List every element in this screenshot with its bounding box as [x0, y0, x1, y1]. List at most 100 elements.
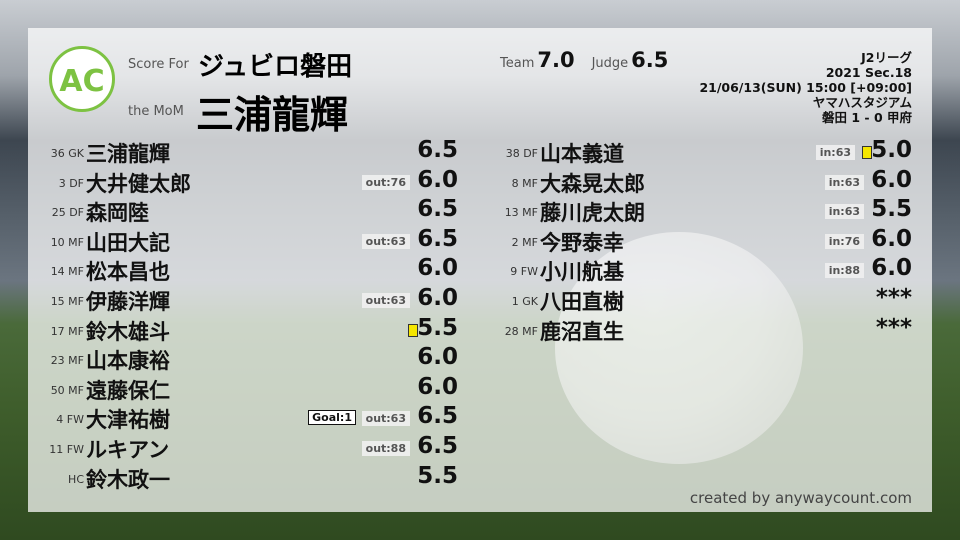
player-name: 八田直樹	[540, 290, 624, 314]
mom-label: the MoM	[128, 104, 184, 119]
score-panel	[28, 28, 932, 512]
mom-player: 三浦龍輝	[196, 93, 349, 137]
player-name: 大森晃太郎	[540, 171, 645, 196]
player-position: 50 MF	[50, 383, 84, 397]
player-name: 鈴木雄斗	[86, 319, 170, 344]
player-score: 6.0	[871, 255, 912, 282]
player-row: 9 FW 小川航基 6.0 in:88	[482, 255, 912, 285]
player-name: 大津祐樹	[86, 408, 170, 433]
team-score: 7.0	[537, 48, 575, 72]
player-score: 6.0	[417, 344, 458, 371]
season: 2021 Sec.18	[825, 65, 912, 80]
player-score: 6.5	[417, 225, 458, 252]
player-score: 6.5	[417, 137, 458, 163]
player-position: 8 MF	[511, 176, 538, 190]
player-position: 9 FW	[510, 265, 538, 279]
player-position: 4 FW	[56, 413, 84, 427]
player-score: 6.0	[871, 166, 912, 193]
substitution-badge: out:76	[361, 174, 410, 190]
team-score-label: Team	[500, 56, 535, 71]
player-row: 2 MF 今野泰幸 6.0 in:76	[482, 225, 912, 256]
player-score: 6.5	[417, 433, 458, 459]
player-name: 鹿沼直生	[540, 319, 624, 344]
substitution-badge: out:63	[361, 293, 410, 308]
player-name: 鈴木政一	[86, 467, 170, 492]
player-position: 23 MF	[50, 354, 84, 368]
goal-badge: Goal:1	[308, 410, 356, 426]
judge-score: 6.5	[631, 48, 669, 72]
player-score: 6.0	[871, 225, 912, 252]
substitution-badge: out:63	[361, 233, 410, 249]
player-row: 23 MF 山本康裕 6.0	[28, 344, 458, 374]
player-score: 6.0	[417, 373, 458, 400]
player-score: 6.0	[417, 166, 458, 193]
team-name: ジュビロ磐田	[198, 52, 353, 82]
player-score: 6.5	[417, 403, 458, 430]
player-row: 50 MF 遠藤保仁 6.0	[28, 373, 458, 404]
player-name: 山本康裕	[86, 349, 170, 374]
player-position: 11 FW	[49, 443, 84, 456]
stadium: ヤマハスタジアム	[812, 95, 912, 110]
player-row: 38 DF 山本義道 5.0 in:63	[482, 137, 912, 167]
substitution-badge: in:63	[815, 145, 855, 160]
player-name: 山本義道	[540, 142, 624, 166]
player-row: 13 MF 藤川虎太朗 5.5 in:63	[482, 196, 912, 226]
score-for-label: Score For	[128, 57, 189, 72]
match-datetime: 21/06/13(SUN) 15:00 [+09:00]	[699, 80, 912, 95]
credit: created by anywaycount.com	[689, 489, 912, 507]
player-name: 大井健太郎	[86, 171, 191, 196]
player-name: ルキアン	[86, 438, 170, 462]
substitution-badge: in:63	[824, 204, 864, 220]
player-row: 1 GK 八田直樹 ***	[482, 285, 912, 315]
player-score: 6.0	[417, 285, 458, 311]
player-score: 5.0	[871, 137, 912, 163]
player-position: 28 MF	[504, 324, 538, 338]
player-position: 13 MF	[504, 206, 538, 220]
player-row: 11 FW ルキアン 6.5 out:88	[28, 433, 458, 463]
substitution-badge: out:63	[361, 411, 410, 427]
player-name: 伊藤洋輝	[86, 290, 170, 314]
player-score: 5.5	[417, 314, 458, 341]
player-row: 3 DF 大井健太郎 6.0 out:76	[28, 166, 458, 197]
player-score: 5.5	[417, 462, 458, 489]
player-position: 14 MF	[50, 265, 84, 279]
player-score: ***	[875, 314, 912, 341]
player-row: 15 MF 伊藤洋輝 6.0 out:63	[28, 285, 458, 315]
yellow-card-icon	[408, 323, 418, 337]
player-name: 遠藤保仁	[86, 378, 170, 403]
player-name: 今野泰幸	[540, 230, 624, 255]
player-name: 藤川虎太朗	[540, 201, 645, 226]
player-position: 25 DF	[51, 206, 84, 220]
player-position: 17 MF	[50, 324, 84, 338]
player-row: 4 FW 大津祐樹 6.5 out:63 Goal:1	[28, 403, 458, 433]
substitution-badge: in:63	[824, 174, 864, 190]
player-score: 6.0	[417, 255, 458, 282]
player-position: 3 DF	[58, 176, 84, 190]
player-row: 17 MF 鈴木雄斗 5.5	[28, 314, 458, 345]
player-score: 5.5	[871, 196, 912, 223]
player-row: 10 MF 山田大記 6.5 out:63	[28, 225, 458, 256]
player-score: 6.5	[417, 196, 458, 223]
substitution-badge: in:88	[824, 263, 864, 279]
match-info: J2リーグ 2021 Sec.18 21/06/13(SUN) 15:00 [+…	[699, 50, 912, 125]
yellow-card-icon	[862, 146, 872, 159]
player-position: 1 GK	[511, 295, 538, 308]
anywaycount-logo: AC	[49, 46, 115, 112]
player-row: 25 DF 森岡陸 6.5	[28, 196, 458, 226]
player-row: 8 MF 大森晃太郎 6.0 in:63	[482, 166, 912, 197]
player-name: 松本昌也	[86, 260, 170, 285]
league: J2リーグ	[861, 50, 912, 65]
player-name: 森岡陸	[86, 201, 149, 226]
player-position: 2 MF	[511, 235, 538, 249]
player-position: HC	[68, 472, 84, 486]
player-score: ***	[875, 285, 912, 311]
player-position: 10 MF	[50, 235, 84, 249]
player-name: 山田大記	[86, 230, 170, 255]
player-position: 36 GK	[50, 147, 84, 160]
judge-score-label: Judge	[591, 56, 629, 71]
player-position: 38 DF	[505, 147, 538, 160]
substitution-badge: out:88	[361, 441, 410, 456]
player-position: 15 MF	[50, 295, 84, 308]
match-result: 磐田 1 - 0 甲府	[822, 110, 912, 125]
player-name: 小川航基	[540, 260, 624, 285]
